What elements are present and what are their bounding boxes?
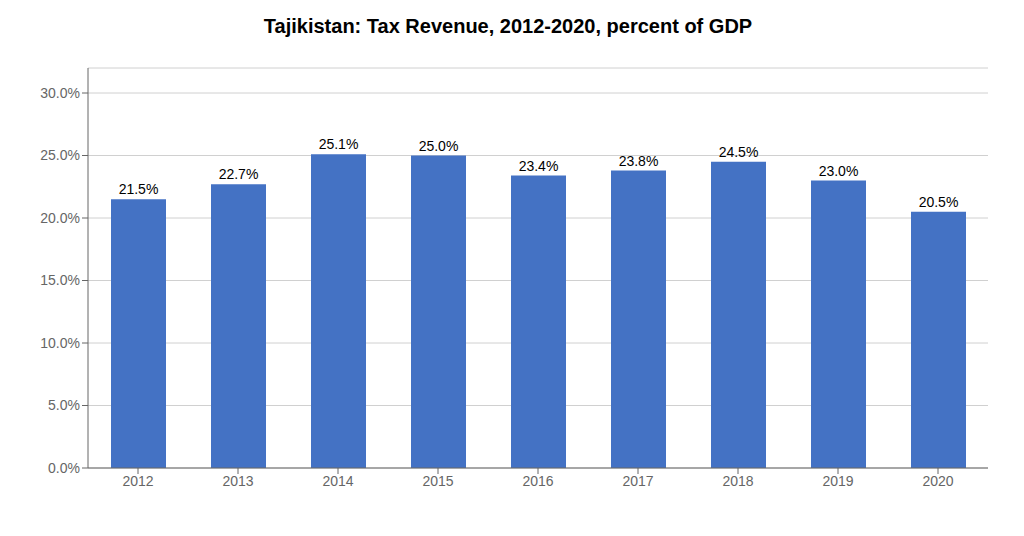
svg-text:15.0%: 15.0% xyxy=(40,272,80,288)
svg-text:5.0%: 5.0% xyxy=(48,397,80,413)
svg-text:2016: 2016 xyxy=(522,473,553,489)
svg-text:23.8%: 23.8% xyxy=(619,153,659,169)
svg-text:2018: 2018 xyxy=(722,473,753,489)
html-text:Tajikistan: Tax Revenue, 2012-: Tajikistan: Tax Revenue, 2012-2020, perc… xyxy=(263,15,753,37)
svg-text:10.0%: 10.0% xyxy=(40,335,80,351)
svg-text:2014: 2014 xyxy=(322,473,353,489)
svg-text:2020: 2020 xyxy=(922,473,953,489)
svg-text:25.1%: 25.1% xyxy=(319,136,359,152)
svg-text:23.4%: 23.4% xyxy=(519,158,559,174)
svg-text:23.0%: 23.0% xyxy=(819,163,859,179)
svg-text:2013: 2013 xyxy=(222,473,253,489)
svg-text:2019: 2019 xyxy=(822,473,853,489)
svg-text:2012: 2012 xyxy=(122,473,153,489)
svg-text:24.5%: 24.5% xyxy=(719,144,759,160)
svg-text:20.5%: 20.5% xyxy=(919,194,959,210)
svg-text:21.5%: 21.5% xyxy=(119,181,159,197)
svg-text:25.0%: 25.0% xyxy=(419,138,459,154)
svg-text:20.0%: 20.0% xyxy=(40,210,80,226)
svg-text:0.0%: 0.0% xyxy=(48,460,80,476)
svg-text:22.7%: 22.7% xyxy=(219,166,259,182)
svg-text:30.0%: 30.0% xyxy=(40,85,80,101)
svg-text:2017: 2017 xyxy=(622,473,653,489)
svg-text:25.0%: 25.0% xyxy=(40,147,80,163)
svg-text:2015: 2015 xyxy=(422,473,453,489)
